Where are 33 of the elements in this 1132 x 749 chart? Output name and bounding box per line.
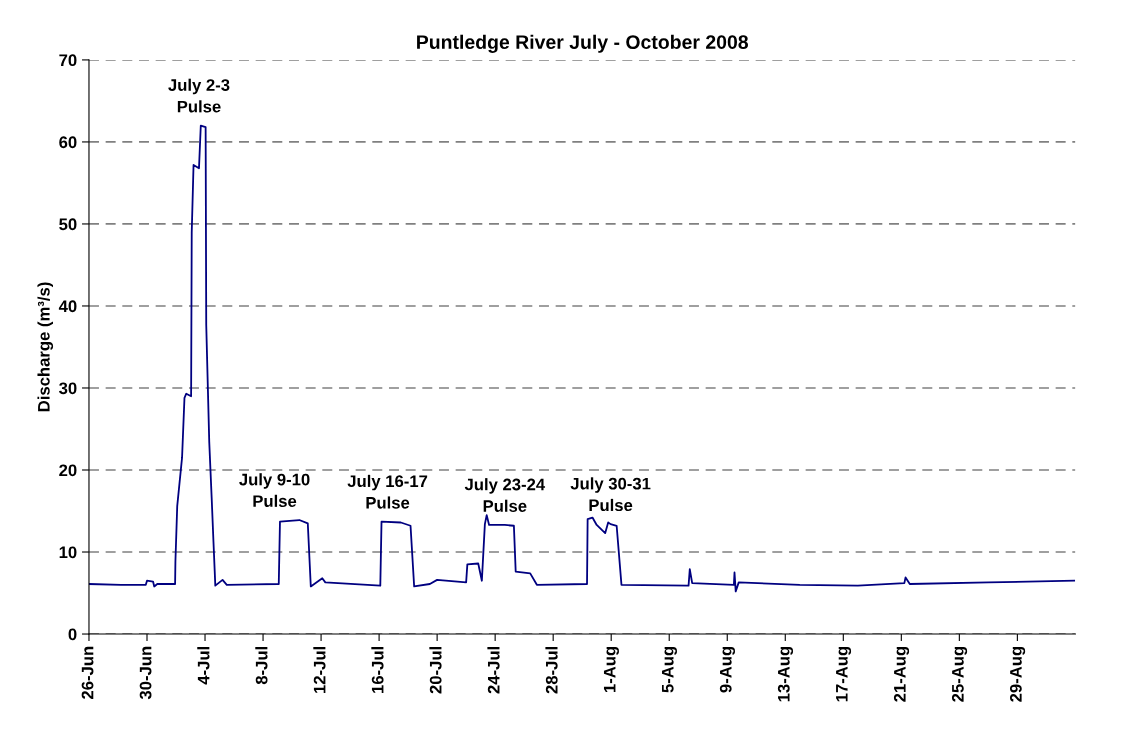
annotation: July 2-3 Pulse [168,78,230,113]
y-tick-label: 40 [58,300,77,313]
x-tick-label: 30-Jun [139,646,152,700]
x-tick-label: 17-Aug [836,646,852,702]
y-tick-label: 20 [59,464,77,477]
y-axis-title: Discharge (m³/s) [37,282,54,412]
x-tick-label: 21-Aug [893,646,910,702]
x-tick-label: 24-Jul [487,647,500,694]
x-tick-label: 28-Jul [545,647,558,694]
x-tick-label: 29-Aug [1009,646,1026,702]
annotation: July 16-17 Pulse [347,474,428,509]
x-tick-label: 12-Jul [313,647,326,693]
annotation: July 23-24 Pulse [464,478,546,512]
x-tick-label: 13-Aug [777,646,794,702]
line-series [88,124,1076,593]
x-tick-label: 26-Jun [81,646,94,699]
annotation: July 30-31 Pulse [570,477,651,512]
chart-title: Puntledge River July - October 2008 [417,34,749,53]
y-tick-label: 50 [59,218,77,231]
annotation: July 9-10 Pulse [239,473,310,508]
y-tick-label: 60 [59,136,77,149]
y-tick-label: 0 [68,628,77,641]
x-tick-label: 25-Aug [951,646,968,702]
x-tick-label: 5-Aug [662,646,677,693]
x-tick-label: 16-Jul [371,647,384,693]
x-tick-label: 20-Jul [429,647,442,694]
y-tick-label: 70 [59,54,77,67]
y-tick-label: 10 [59,546,77,559]
x-tick-label: 9-Aug [719,646,736,693]
x-tick-label: 8-Jul [255,647,268,685]
y-tick-label: 30 [59,382,77,395]
x-tick-label: 4-Jul [197,647,210,685]
x-tick-label: 1-Aug [603,646,619,692]
